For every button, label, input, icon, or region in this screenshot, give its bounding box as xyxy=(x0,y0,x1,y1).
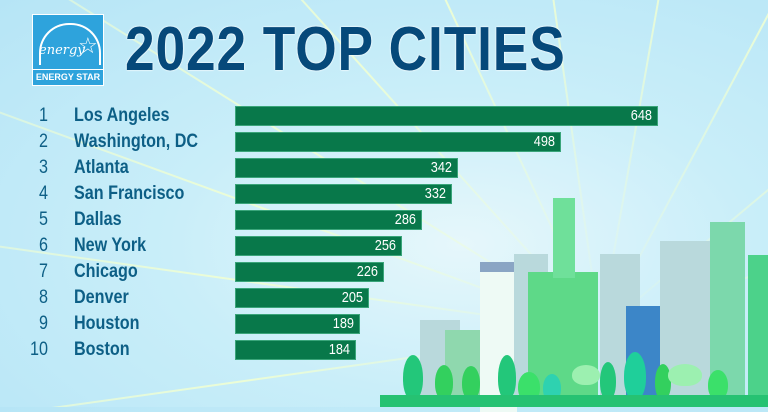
logo-script: energy xyxy=(39,43,85,58)
rank: 6 xyxy=(39,235,48,256)
rank: 5 xyxy=(39,209,48,230)
bar-value: 342 xyxy=(430,159,452,176)
bar-value: 256 xyxy=(374,237,396,254)
table-row: 4 San Francisco 332 xyxy=(0,183,768,205)
city-name: Dallas xyxy=(74,209,122,230)
rank: 8 xyxy=(39,287,48,308)
bar-value: 184 xyxy=(328,341,350,358)
city-name: Washington, DC xyxy=(74,131,199,152)
page-title: 2022 TOP CITIES xyxy=(125,15,566,84)
value-bar: 226 xyxy=(235,262,384,282)
table-row: 2 Washington, DC 498 xyxy=(0,131,768,153)
bar-value: 205 xyxy=(341,289,363,306)
value-bar: 189 xyxy=(235,314,360,334)
table-row: 6 New York 256 xyxy=(0,235,768,257)
value-bar: 332 xyxy=(235,184,452,204)
value-bar: 498 xyxy=(235,132,561,152)
value-bar: 256 xyxy=(235,236,402,256)
logo-label: ENERGY STAR xyxy=(33,69,103,85)
rank: 1 xyxy=(39,105,48,126)
city-name: Denver xyxy=(74,287,129,308)
table-row: 8 Denver 205 xyxy=(0,287,768,309)
value-bar: 648 xyxy=(235,106,658,126)
city-name: Atlanta xyxy=(74,157,129,178)
value-bar: 184 xyxy=(235,340,356,360)
rank: 4 xyxy=(39,183,48,204)
bar-value: 189 xyxy=(332,315,354,332)
rank: 9 xyxy=(39,313,48,334)
city-name: Chicago xyxy=(74,261,138,282)
rank: 2 xyxy=(39,131,48,152)
value-bar: 286 xyxy=(235,210,422,230)
table-row: 9 Houston 189 xyxy=(0,313,768,335)
value-bar: 205 xyxy=(235,288,369,308)
table-row: 1 Los Angeles 648 xyxy=(0,105,768,127)
table-row: 10 Boston 184 xyxy=(0,339,768,361)
energy-star-logo: energy ☆ ENERGY STAR xyxy=(32,14,104,86)
rank: 7 xyxy=(39,261,48,282)
star-icon: ☆ xyxy=(78,33,98,58)
bar-value: 498 xyxy=(533,133,555,150)
bar-value: 332 xyxy=(424,185,446,202)
city-name: Boston xyxy=(74,339,130,360)
rank: 3 xyxy=(39,157,48,178)
city-name: Los Angeles xyxy=(74,105,170,126)
city-name: New York xyxy=(74,235,147,256)
rank: 10 xyxy=(30,339,48,360)
table-row: 3 Atlanta 342 xyxy=(0,157,768,179)
city-name: Houston xyxy=(74,313,140,334)
table-row: 7 Chicago 226 xyxy=(0,261,768,283)
value-bar: 342 xyxy=(235,158,458,178)
city-name: San Francisco xyxy=(74,183,185,204)
bar-value: 648 xyxy=(630,107,652,124)
bar-value: 226 xyxy=(356,263,378,280)
bar-value: 286 xyxy=(394,211,416,228)
table-row: 5 Dallas 286 xyxy=(0,209,768,231)
